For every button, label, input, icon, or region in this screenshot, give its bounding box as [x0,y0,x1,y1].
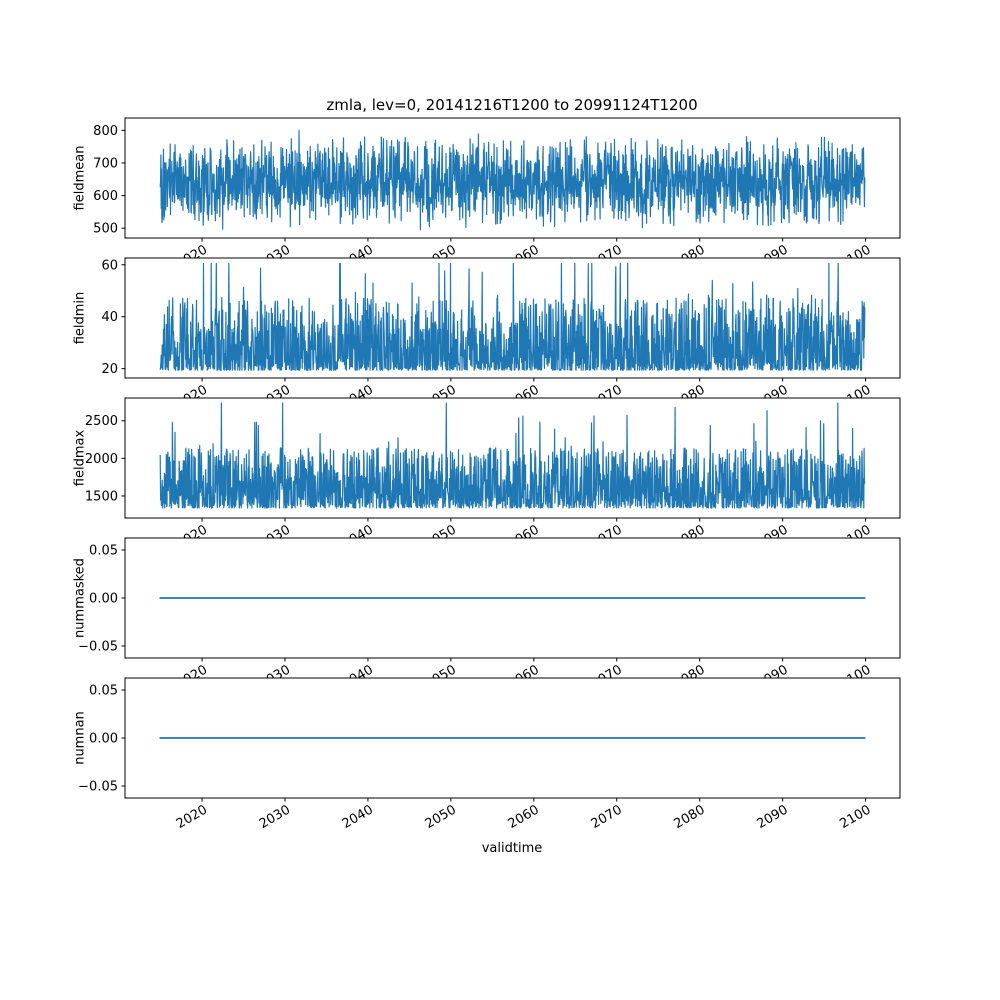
x-tick-label: 2100 [837,802,873,832]
x-tick-label: 2050 [423,802,459,832]
y-axis-label-fieldmin: fieldmin [72,291,88,345]
y-tick-label: 0.00 [89,732,118,747]
y-axis-label-fieldmax: fieldmax [72,429,88,487]
y-tick-label: 0.05 [89,544,118,559]
y-tick-label: 40 [101,310,118,325]
subplot-fieldmean: 2020 2030 2040 2050 2060 2070 2080 2090 21005006… [93,117,901,272]
x-tick-label: 2030 [257,802,293,832]
subplot-numnan: 2020 2030 2040 2050 2060 2070 2080 2090 2100 −0.0… [78,677,901,832]
y-tick-label: 1500 [85,489,118,504]
y-tick-label: 800 [93,124,118,139]
y-tick-label: 20 [101,362,118,377]
y-tick-label: 2500 [85,414,118,429]
series-line-fieldmin [159,262,866,371]
axes-spines [124,257,901,379]
x-axis-label: validtime [481,841,543,856]
subplot-nummasked: 2020 2030 2040 2050 2060 2070 2080 2090 2100−0.0… [78,537,901,692]
axes-spines [124,117,901,239]
series-line-fieldmax [159,402,866,509]
x-tick-label: 2060 [506,802,542,832]
y-axis-label-nummasked: nummasked [72,558,88,638]
y-tick-label: −0.05 [78,780,118,795]
y-axis-label-fieldmean: fieldmean [72,145,88,211]
subplot-fieldmax: 2020 2030 2040 2050 2060 2070 2080 2090 21001500… [85,397,901,552]
y-tick-label: −0.05 [78,640,118,655]
x-tick-label: 2040 [340,802,376,832]
x-tick-label: 2020 [174,802,210,832]
x-tick-label: 2080 [672,802,708,832]
y-tick-label: 60 [101,258,118,273]
series-line-fieldmean [159,129,866,231]
subplot-fieldmin: 2020 2030 2040 2050 2060 2070 2080 2090 21002040… [101,257,901,412]
x-tick-label: 2070 [589,802,625,832]
y-tick-label: 700 [93,157,118,172]
y-tick-label: 0.00 [89,592,118,607]
y-tick-label: 500 [93,222,118,237]
x-tick-label: 2090 [754,802,790,832]
y-tick-label: 0.05 [89,684,118,699]
y-tick-label: 600 [93,189,118,204]
y-axis-label-numnan: numnan [72,711,88,765]
chart-title: zmla, lev=0, 20141216T1200 to 20991124T1… [326,96,698,114]
y-tick-label: 2000 [85,452,118,467]
